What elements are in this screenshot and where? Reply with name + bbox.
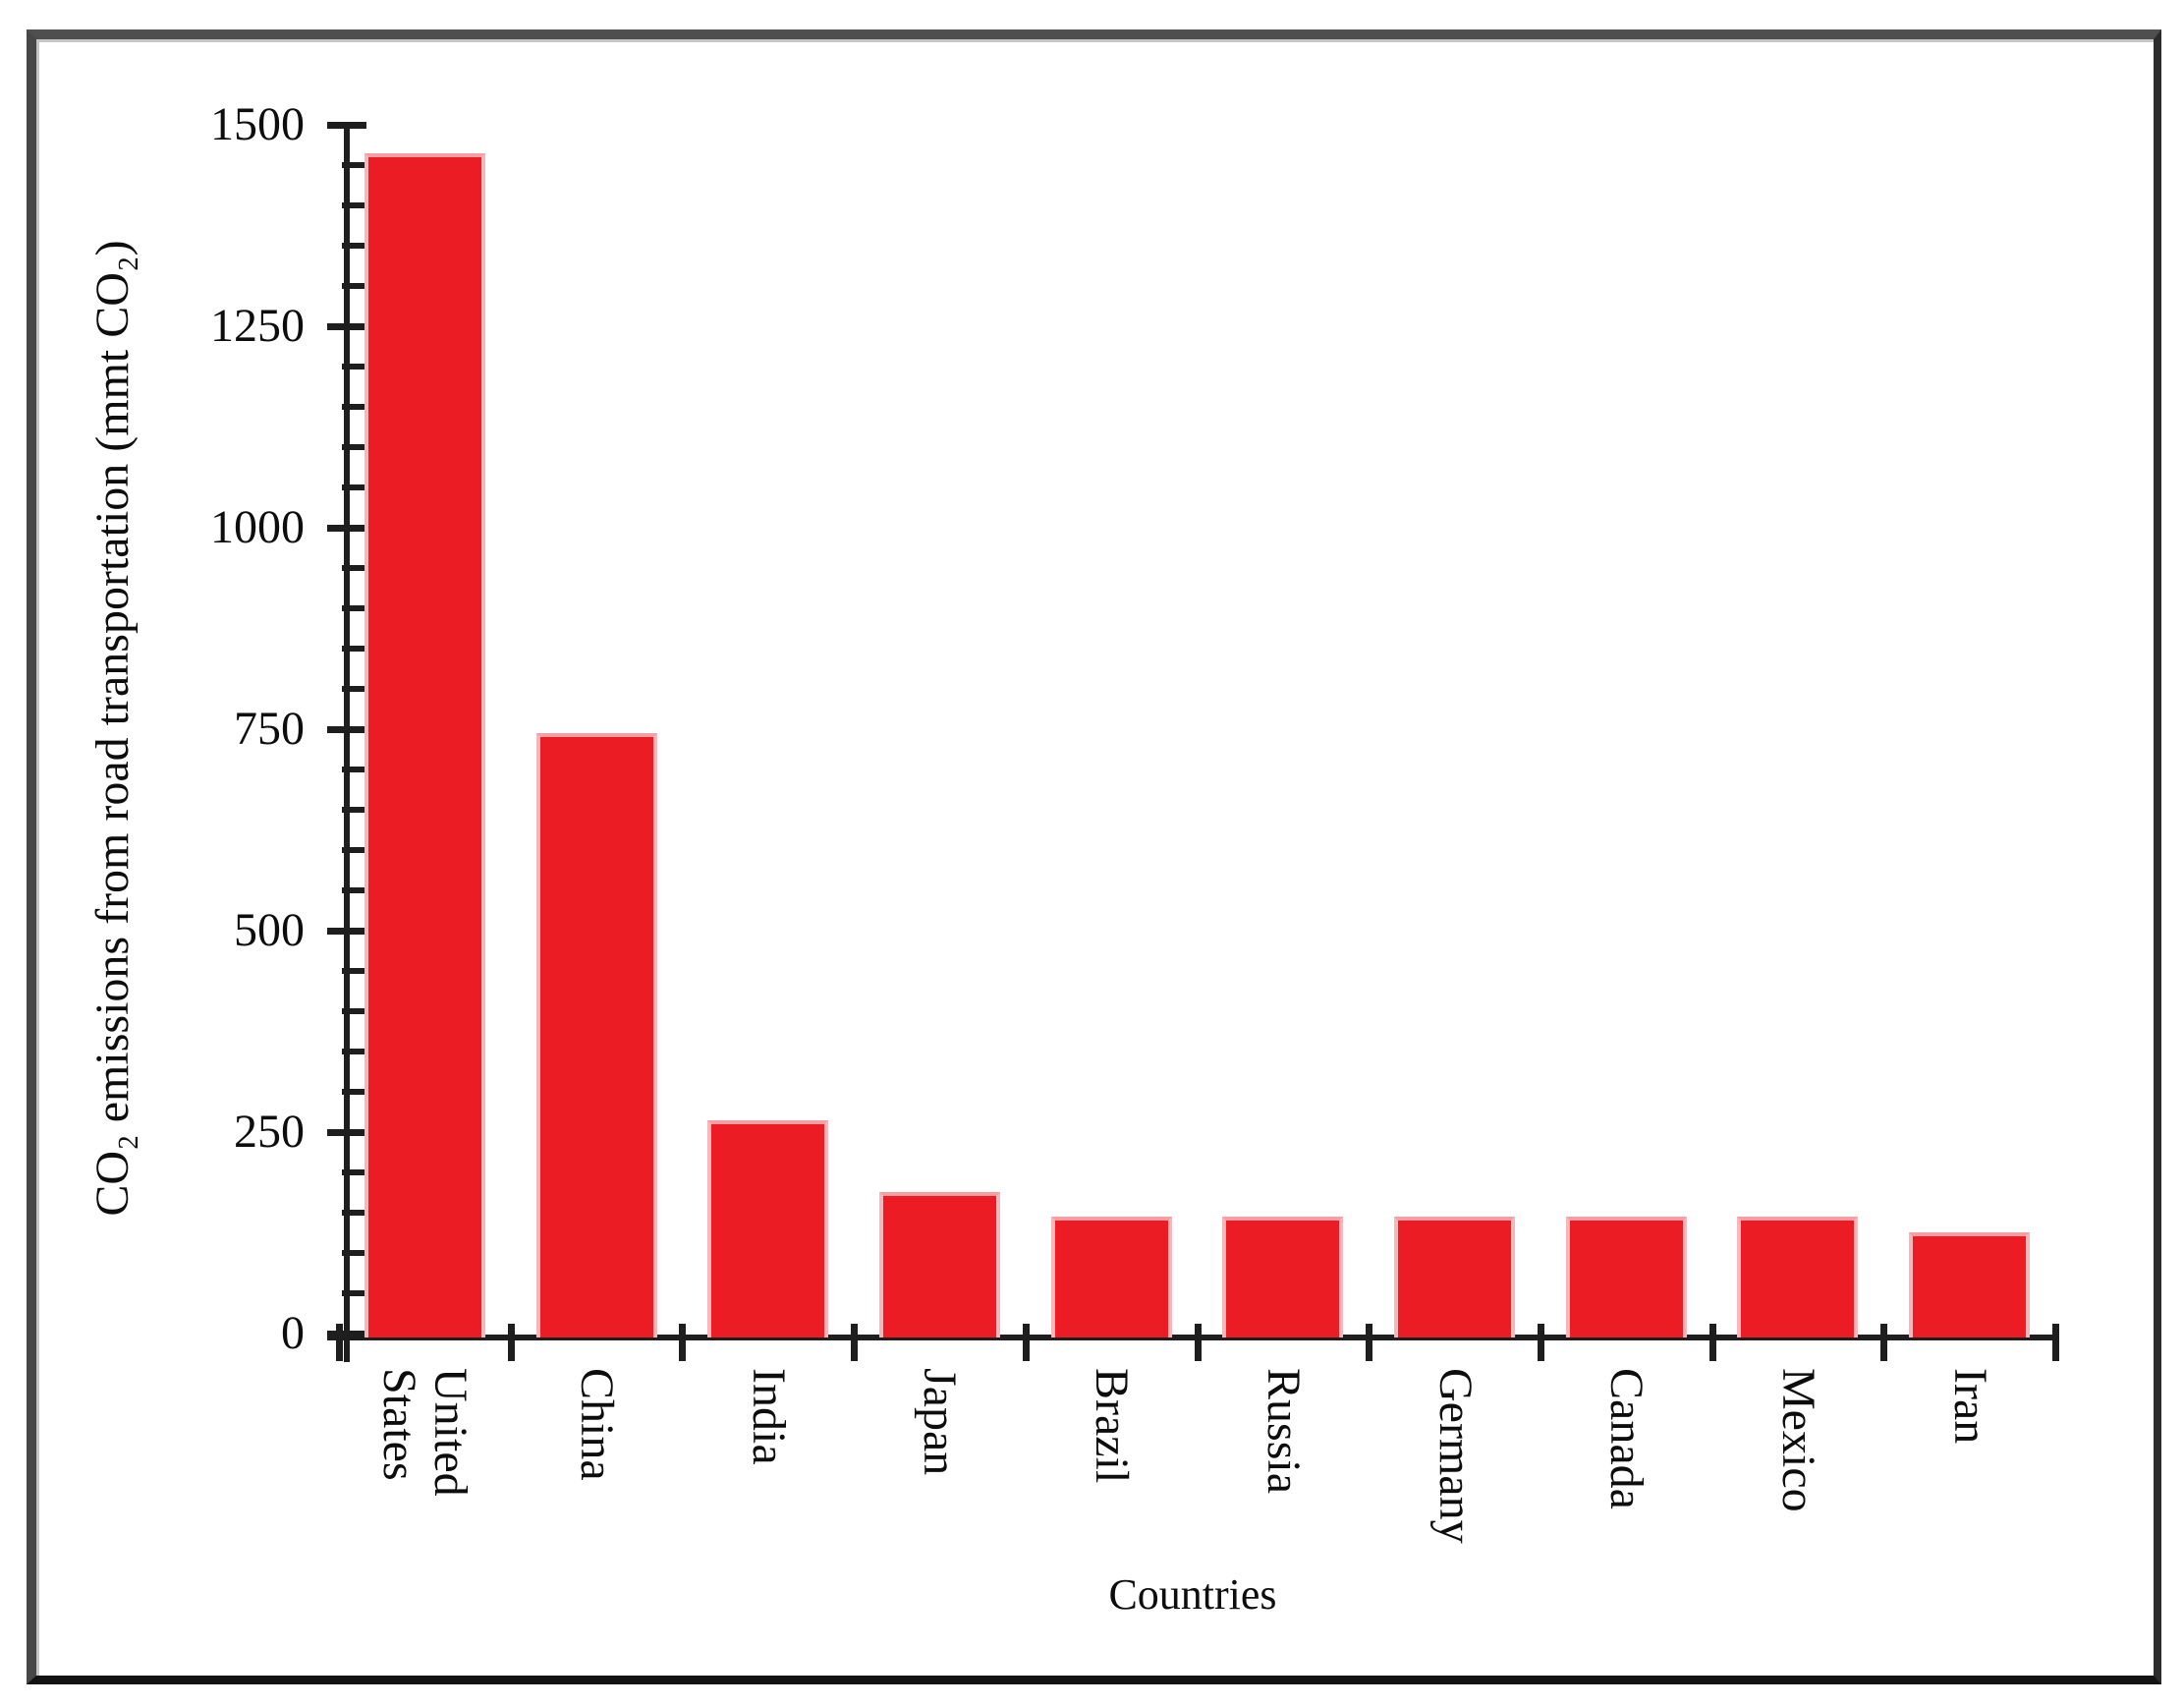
y-minor-tick <box>342 162 365 168</box>
y-major-tick <box>327 323 366 330</box>
y-minor-tick <box>342 1169 365 1175</box>
x-category-label: Germany <box>1429 1368 1482 1544</box>
y-tick-label: 500 <box>234 904 305 956</box>
y-minor-tick <box>342 283 365 289</box>
bar <box>1394 1217 1515 1337</box>
y-minor-tick <box>342 1049 365 1054</box>
x-tick <box>1366 1324 1372 1361</box>
bar <box>536 733 657 1337</box>
y-minor-tick <box>342 686 365 692</box>
x-tick <box>1195 1324 1202 1361</box>
y-major-tick <box>327 1129 366 1136</box>
y-minor-tick <box>342 202 365 208</box>
y-major-tick <box>327 928 366 935</box>
x-tick <box>679 1324 686 1361</box>
x-tick <box>1709 1324 1716 1361</box>
y-axis-title: CO₂ emissions from road transportation (… <box>86 240 139 1217</box>
y-minor-tick <box>342 968 365 974</box>
y-minor-tick <box>342 847 365 853</box>
y-minor-tick <box>342 605 365 611</box>
y-tick-label: 250 <box>234 1106 305 1158</box>
y-tick-label: 750 <box>234 703 305 755</box>
x-tick <box>1538 1324 1544 1361</box>
bar <box>364 153 485 1337</box>
y-minor-tick <box>342 565 365 571</box>
y-minor-tick <box>342 444 365 450</box>
y-minor-tick <box>342 243 365 249</box>
y-minor-tick <box>342 404 365 410</box>
x-tick <box>508 1324 515 1361</box>
y-minor-tick <box>342 1008 365 1014</box>
x-category-label: Canada <box>1600 1368 1652 1509</box>
x-axis-title: Countries <box>1108 1570 1277 1619</box>
x-category-label: Brazil <box>1086 1368 1138 1484</box>
x-category-label: Iran <box>1944 1368 1996 1445</box>
y-minor-tick <box>342 1089 365 1095</box>
x-axis-line <box>327 1335 2058 1340</box>
bar <box>879 1192 1000 1337</box>
x-tick <box>851 1324 858 1361</box>
bar <box>1909 1232 2030 1337</box>
y-minor-tick <box>342 1250 365 1256</box>
y-minor-tick <box>342 767 365 772</box>
x-category-label: China <box>571 1368 623 1481</box>
x-category-label: India <box>743 1368 795 1465</box>
bar <box>707 1120 828 1337</box>
y-minor-tick <box>342 1210 365 1216</box>
x-category-label: United States <box>373 1368 476 1497</box>
x-tick <box>1880 1324 1887 1361</box>
bar <box>1051 1217 1172 1337</box>
x-category-label: Russia <box>1258 1368 1310 1495</box>
y-minor-tick <box>342 1290 365 1296</box>
x-tick <box>1023 1324 1030 1361</box>
y-tick-label: 1500 <box>210 98 305 150</box>
x-tick <box>2052 1324 2059 1361</box>
x-tick <box>336 1324 343 1361</box>
y-axis-line <box>344 122 350 1362</box>
y-minor-tick <box>342 484 365 490</box>
y-minor-tick <box>342 807 365 813</box>
y-major-tick <box>327 726 366 733</box>
y-minor-tick <box>342 364 365 370</box>
bar <box>1737 1217 1858 1337</box>
x-category-label: Japan <box>914 1368 966 1476</box>
y-minor-tick <box>342 646 365 652</box>
y-major-tick <box>327 1331 366 1337</box>
bar <box>1566 1217 1687 1337</box>
y-tick-label: 1250 <box>210 300 305 352</box>
bar <box>1222 1217 1343 1337</box>
x-category-label: Mexico <box>1772 1368 1824 1512</box>
y-tick-label: 0 <box>281 1307 305 1359</box>
y-minor-tick <box>342 887 365 893</box>
y-tick-label: 1000 <box>210 501 305 553</box>
y-major-tick <box>327 122 366 129</box>
y-major-tick <box>327 525 366 532</box>
